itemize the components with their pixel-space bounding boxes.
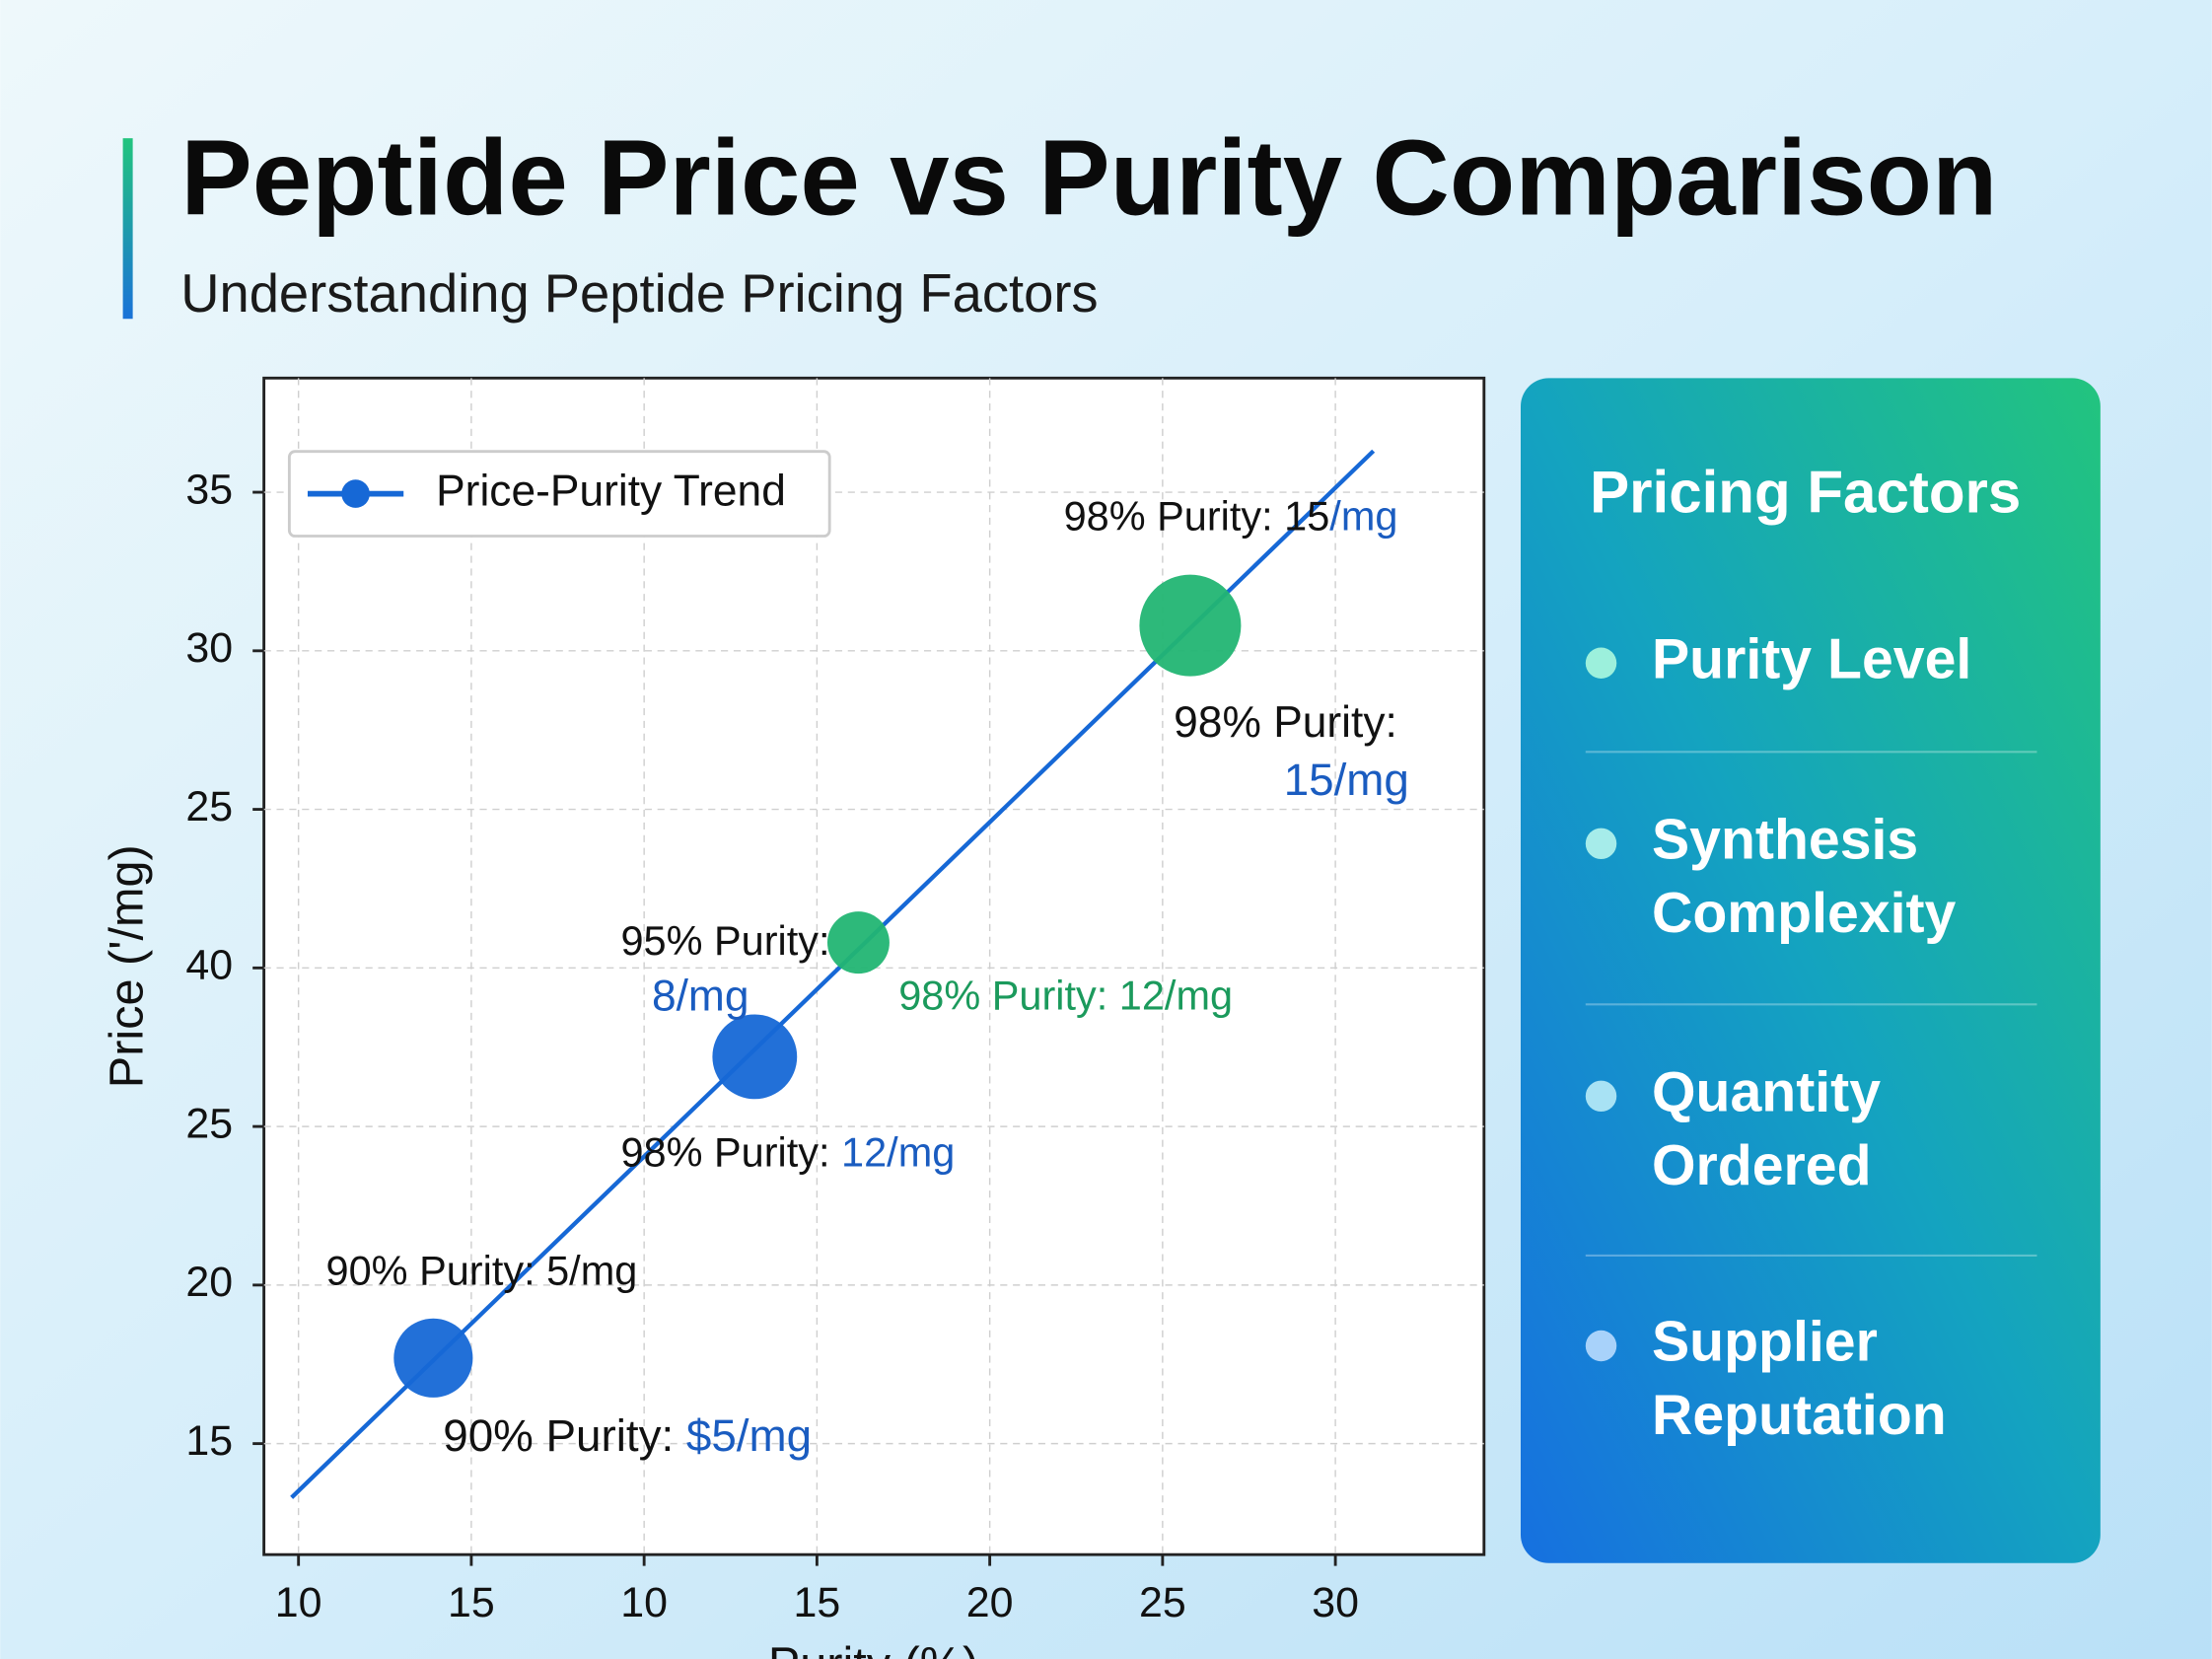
legend-marker bbox=[341, 479, 370, 508]
x-tick-label: 10 bbox=[620, 1579, 668, 1626]
panel-title: Pricing Factors bbox=[1590, 459, 2021, 525]
annotation-part: 8/mg bbox=[652, 972, 749, 1020]
annotation: 15/mg bbox=[1284, 755, 1409, 805]
panel-bullet bbox=[1585, 1330, 1617, 1362]
annotation: 8/mg bbox=[652, 972, 749, 1020]
x-tick-label: 10 bbox=[275, 1579, 322, 1626]
x-tick-label: 15 bbox=[448, 1579, 495, 1626]
annotation: 98% Purity: 15/mg bbox=[1064, 492, 1398, 539]
x-tick-label: 25 bbox=[1139, 1579, 1186, 1626]
panel-bullet bbox=[1585, 1080, 1617, 1113]
annotation: 90% Purity: 5/mg bbox=[326, 1247, 638, 1293]
annotation-part: /mg bbox=[1329, 492, 1397, 539]
annotation-part: 98% Purity: 15 bbox=[1064, 492, 1330, 539]
data-point bbox=[826, 911, 890, 974]
factors-panel bbox=[1521, 378, 2101, 1563]
annotation: 98% Purity: bbox=[1174, 698, 1397, 747]
panel-item: Synthesis bbox=[1652, 808, 1918, 871]
panel-item: Ordered bbox=[1652, 1134, 1872, 1197]
annotation: 90% Purity: $5/mg bbox=[443, 1410, 812, 1461]
panel-bullet bbox=[1585, 828, 1617, 860]
panel-item: Quantity bbox=[1652, 1060, 1881, 1123]
panel-item: Purity Level bbox=[1652, 627, 1971, 690]
annotation: 98% Purity: 12/mg bbox=[898, 973, 1233, 1019]
annotation-part: 90% Purity: 5/mg bbox=[326, 1247, 638, 1293]
y-tick-label: 25 bbox=[185, 783, 233, 830]
annotation-part: 15/mg bbox=[1284, 755, 1409, 805]
annotation-part: 98% Purity: 12/mg bbox=[898, 973, 1233, 1019]
chart-title: Peptide Price vs Purity Comparison bbox=[180, 119, 1997, 239]
x-tick-label: 30 bbox=[1312, 1579, 1359, 1626]
data-point bbox=[1139, 574, 1242, 677]
y-tick-label: 35 bbox=[185, 466, 233, 513]
y-tick-label: 25 bbox=[185, 1100, 233, 1147]
x-axis-label: Purity (%) bbox=[768, 1637, 978, 1659]
annotation: 95% Purity: bbox=[620, 917, 829, 964]
annotation-part: 90% Purity: bbox=[443, 1410, 686, 1461]
y-axis-label: Price ('/mg) bbox=[101, 844, 154, 1088]
data-point bbox=[393, 1318, 473, 1398]
annotation-part: $5/mg bbox=[686, 1410, 812, 1461]
annotation-part: 98% Purity: bbox=[620, 1128, 841, 1175]
y-tick-label: 15 bbox=[185, 1417, 233, 1465]
panel-item: Reputation bbox=[1652, 1384, 1947, 1447]
data-point bbox=[712, 1014, 798, 1100]
panel-item: Complexity bbox=[1652, 882, 1957, 945]
y-tick-label: 40 bbox=[185, 942, 233, 989]
annotation-part: 95% Purity: bbox=[620, 917, 829, 964]
legend-box bbox=[287, 450, 831, 538]
legend-label: Price-Purity Trend bbox=[436, 467, 786, 515]
y-tick-label: 20 bbox=[185, 1259, 233, 1306]
annotation-part: 98% Purity: bbox=[1174, 698, 1397, 747]
annotation: 98% Purity: 12/mg bbox=[620, 1128, 955, 1175]
x-tick-label: 15 bbox=[794, 1579, 841, 1626]
x-tick-label: 20 bbox=[966, 1579, 1014, 1626]
annotation-part: 12/mg bbox=[841, 1128, 955, 1175]
y-tick-label: 30 bbox=[185, 624, 233, 672]
panel-bullet bbox=[1585, 647, 1617, 679]
panel-item: Supplier bbox=[1652, 1311, 1878, 1374]
chart-subtitle: Understanding Peptide Pricing Factors bbox=[180, 263, 1098, 324]
title-accent bbox=[122, 138, 133, 320]
